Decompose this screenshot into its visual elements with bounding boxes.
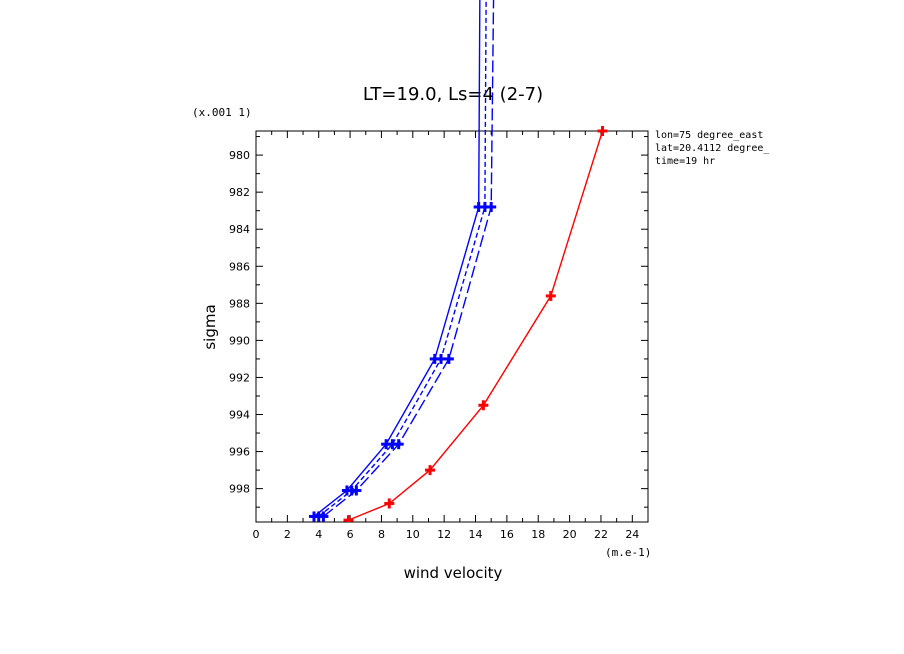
x-tick-label: 4 bbox=[315, 528, 322, 541]
info-time: time=19 hr bbox=[655, 156, 715, 167]
y-tick-label: 998 bbox=[229, 483, 250, 496]
x-tick-label: 16 bbox=[500, 528, 514, 541]
info-lon: lon=75 degree_east bbox=[655, 130, 763, 141]
y-unit-label: (x.001 1) bbox=[192, 106, 252, 119]
x-tick-label: 24 bbox=[625, 528, 639, 541]
y-tick-label: 988 bbox=[229, 297, 250, 310]
y-tick-label: 986 bbox=[229, 260, 250, 273]
series-line-2 bbox=[318, 0, 487, 517]
data-point-marker bbox=[425, 465, 436, 476]
y-tick-label: 992 bbox=[229, 371, 250, 384]
chart-title: LT=19.0, Ls=4 (2-7) bbox=[363, 84, 543, 105]
x-tick-label: 6 bbox=[347, 528, 354, 541]
series-line-1 bbox=[313, 0, 481, 517]
x-unit-label: (m.e-1) bbox=[605, 546, 651, 559]
x-axis-ticks: 0 2 4 6 8 10 12 14 16 18 20 22 24 bbox=[253, 131, 639, 541]
data-point-marker bbox=[393, 439, 404, 450]
y-axis-ticks: 980 982 984 986 988 990 992 994 996 998 bbox=[229, 136, 648, 508]
data-point-marker bbox=[384, 498, 395, 509]
data-point-marker bbox=[478, 400, 489, 411]
data-point-marker bbox=[597, 126, 608, 136]
series-line-3 bbox=[322, 0, 495, 517]
data-point-marker bbox=[486, 201, 497, 212]
x-tick-label: 10 bbox=[406, 528, 420, 541]
data-point-marker bbox=[351, 485, 362, 496]
y-tick-label: 980 bbox=[229, 149, 250, 162]
y-tick-label: 984 bbox=[229, 223, 250, 236]
x-tick-label: 0 bbox=[253, 528, 260, 541]
y-tick-label: 982 bbox=[229, 186, 250, 199]
data-point-marker bbox=[343, 515, 354, 522]
x-tick-label: 14 bbox=[469, 528, 483, 541]
x-tick-label: 8 bbox=[378, 528, 385, 541]
y-tick-label: 994 bbox=[229, 409, 250, 422]
y-tick-label: 996 bbox=[229, 446, 250, 459]
series-line-0 bbox=[348, 130, 604, 521]
info-lat: lat=20.4112 degree_ bbox=[655, 143, 770, 154]
data-point-marker bbox=[443, 353, 454, 364]
x-tick-label: 12 bbox=[437, 528, 451, 541]
data-point-marker bbox=[545, 290, 556, 301]
series-layer bbox=[309, 0, 608, 522]
x-tick-label: 20 bbox=[563, 528, 577, 541]
y-tick-label: 990 bbox=[229, 334, 250, 347]
y-axis-label: sigma bbox=[201, 304, 219, 349]
data-point-marker bbox=[318, 511, 329, 522]
plot-frame bbox=[255, 130, 649, 523]
x-tick-label: 2 bbox=[284, 528, 291, 541]
x-tick-label: 18 bbox=[531, 528, 545, 541]
x-axis-label: wind velocity bbox=[404, 564, 503, 582]
x-tick-label: 22 bbox=[594, 528, 608, 541]
